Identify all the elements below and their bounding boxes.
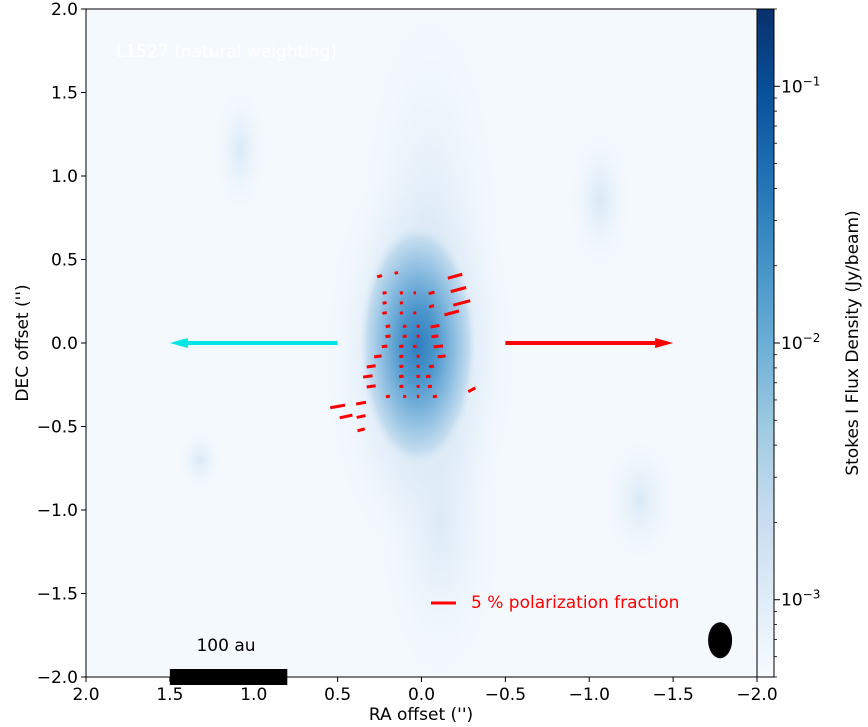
- x-axis: 2.0 1.5 1.0 0.5 0.0 −0.5 −1.0 −1.5 −2.0: [72, 677, 778, 705]
- outflow-arrows: [169, 338, 674, 348]
- x-tick-label: 1.0: [240, 685, 267, 705]
- polarization-vector: [399, 291, 404, 295]
- polarization-vector: [376, 274, 383, 279]
- x-tick-label: 2.0: [72, 685, 99, 705]
- stokes-i-image: [180, 10, 675, 677]
- polarization-vector: [416, 334, 420, 339]
- emission-wisp: [570, 130, 630, 270]
- polarization-vector: [399, 301, 404, 305]
- polarization-vector: [385, 334, 391, 339]
- polarization-vector: [362, 374, 373, 379]
- colorbar: 10−1 10−2 10−3 Stokes I Flux Density (Jy/b…: [756, 8, 863, 678]
- polarization-vector: [467, 386, 477, 393]
- x-axis-label: RA offset (''): [369, 705, 473, 725]
- polarization-vector: [428, 304, 435, 309]
- polarization-vector: [329, 403, 346, 410]
- polarization-vector: [413, 311, 417, 315]
- polarization-vector: [428, 364, 435, 369]
- x-tick-label: −2.0: [736, 685, 777, 705]
- polarization-vector: [452, 299, 471, 307]
- polarization-vector: [381, 344, 388, 349]
- polarization-vector: [430, 324, 440, 329]
- emission-core: [358, 220, 478, 470]
- scale-bar-rect: [169, 669, 288, 685]
- polarization-vector: [385, 324, 391, 329]
- polarization-vector: [447, 272, 463, 280]
- y-tick-label: −1.0: [37, 501, 78, 521]
- y-tick-label: 2.0: [51, 0, 78, 20]
- polarization-vector: [433, 344, 444, 349]
- colorbar-label: Stokes I Flux Density (Jy/beam): [843, 210, 863, 475]
- polarization-vector: [339, 413, 353, 420]
- scale-bar: 100 au: [169, 636, 288, 685]
- polarization-vector: [382, 311, 388, 315]
- chart-title: L1527 (natural weighting): [116, 42, 337, 62]
- x-tick-label: 0.0: [408, 685, 435, 705]
- polarization-vector: [398, 374, 404, 379]
- vector-legend-label: 5 % polarization fraction: [471, 593, 679, 613]
- x-tick-label: 1.5: [156, 685, 183, 705]
- polarization-vector: [416, 324, 420, 329]
- x-tick-label: −1.0: [569, 685, 610, 705]
- y-tick-label: 0.0: [51, 334, 78, 354]
- y-tick-label: −1.5: [37, 585, 78, 605]
- emission-wisp: [215, 90, 265, 210]
- polarization-vector: [450, 286, 467, 294]
- vector-legend: 5 % polarization fraction: [431, 593, 679, 613]
- polarization-vector: [382, 301, 387, 305]
- polarization-vector: [428, 290, 435, 296]
- y-tick-label: 1.5: [51, 84, 78, 104]
- polarization-vector: [437, 354, 446, 359]
- colorbar-tick-label: 10−2: [781, 331, 820, 354]
- polarization-vectors: [329, 270, 477, 433]
- colorbar-gradient: [757, 9, 774, 677]
- polarization-vector: [432, 394, 438, 399]
- y-axis-label: DEC offset (''): [13, 284, 33, 401]
- colorbar-tick-label: 10−1: [781, 74, 820, 97]
- colorbar-ticks: 10−1 10−2 10−3: [774, 8, 820, 678]
- polarization-vector: [399, 384, 404, 389]
- outflow-arrow-red-head: [655, 338, 674, 348]
- polarization-vector: [385, 394, 391, 399]
- y-tick-label: 1.0: [51, 167, 78, 187]
- polarization-vector: [357, 427, 366, 433]
- x-tick-label: −1.5: [652, 685, 693, 705]
- polarization-vector: [356, 414, 366, 419]
- polarization-vector: [399, 354, 404, 359]
- polarization-vector: [382, 291, 387, 295]
- y-tick-label: −2.0: [37, 668, 78, 688]
- y-tick-label: −0.5: [37, 418, 78, 438]
- beam-ellipse: [708, 622, 733, 659]
- emission-wisp: [180, 430, 220, 490]
- polarization-vector: [398, 344, 404, 349]
- colorbar-tick-label: 10−3: [781, 588, 820, 611]
- scale-bar-label: 100 au: [196, 636, 255, 656]
- polarization-vector: [366, 384, 376, 389]
- polarization-vector: [431, 334, 439, 339]
- y-tick-label: 0.5: [51, 251, 78, 271]
- y-axis: −2.0 −1.5 −1.0 −0.5 0.0 0.5 1.0 1.5 2.0: [37, 0, 86, 688]
- polarization-vector: [402, 324, 407, 329]
- polarization-vector: [394, 270, 399, 275]
- polarization-vector: [399, 311, 404, 315]
- outflow-arrow-blue-head: [169, 338, 188, 348]
- polarization-vector: [366, 364, 376, 369]
- polarization-vector: [444, 309, 460, 317]
- polarization-vector: [399, 364, 404, 369]
- polarization-vector: [402, 334, 407, 339]
- x-tick-label: −0.5: [485, 685, 526, 705]
- x-tick-label: 0.5: [324, 685, 351, 705]
- polarization-vector: [373, 354, 382, 359]
- polarization-vector: [355, 400, 367, 406]
- emission-wisp: [605, 440, 675, 560]
